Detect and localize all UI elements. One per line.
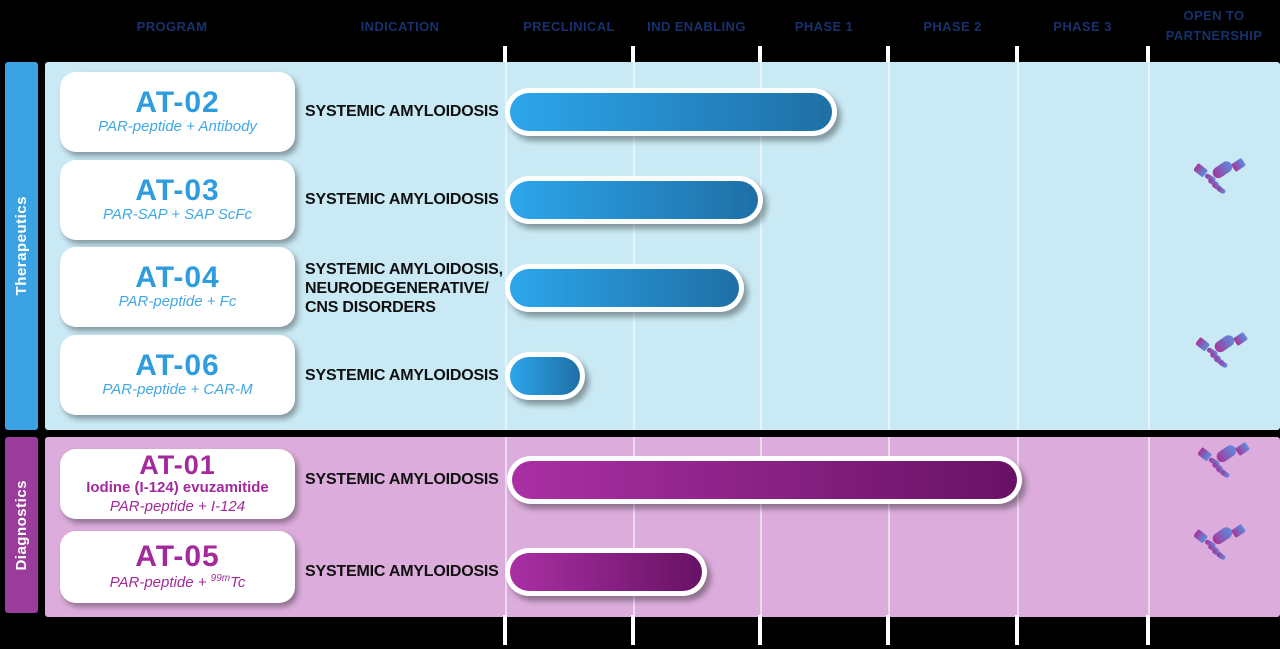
column-header-preclinical: PRECLINICAL (523, 19, 615, 34)
phase-gridline (505, 437, 507, 617)
phase-gridline (1017, 437, 1019, 617)
phase-gridline (760, 437, 762, 617)
program-card-at-02: AT-02 PAR-peptide + Antibody (60, 72, 295, 152)
handshake-icon (1196, 332, 1248, 368)
phase-gridline (505, 62, 507, 430)
phase-gridline (633, 437, 635, 617)
program-name: AT-03 (135, 173, 220, 207)
column-header-program: PROGRAM (136, 19, 208, 34)
indication-label: SYSTEMIC AMYLOIDOSIS (305, 471, 499, 488)
pipeline-bar-fill (510, 269, 739, 307)
handshake-icon (1198, 442, 1250, 478)
program-name: AT-01 (139, 450, 216, 481)
pipeline-bar-at-04 (505, 264, 744, 312)
program-name: AT-04 (135, 260, 220, 294)
therapeutics-section-strip: Therapeutics (5, 62, 38, 430)
program-generic-name: Iodine (I-124) evuzamitide (86, 479, 269, 497)
column-tick (758, 46, 762, 62)
column-tick (503, 615, 507, 645)
program-composition: PAR-peptide + Antibody (98, 118, 257, 136)
column-tick (758, 615, 762, 645)
column-header-phase-2: PHASE 2 (923, 19, 982, 34)
phase-gridline (760, 62, 762, 430)
pipeline-bar-at-03 (505, 176, 763, 224)
column-tick (1146, 615, 1150, 645)
program-card-at-05: AT-05 PAR-peptide + 99mTc (60, 531, 295, 603)
column-header-phase-3: PHASE 3 (1053, 19, 1112, 34)
pipeline-bar-at-02 (505, 88, 837, 136)
indication-label: SYSTEMIC AMYLOIDOSIS, NEURODEGENERATIVE/… (305, 261, 503, 316)
pipeline-bar-fill (512, 461, 1017, 499)
therapeutics-section-label: Therapeutics (13, 196, 30, 296)
indication-label: SYSTEMIC AMYLOIDOSIS (305, 367, 499, 384)
column-header-phase-1: PHASE 1 (794, 19, 854, 34)
column-tick (1015, 46, 1019, 62)
pipeline-bar-at-06 (505, 352, 585, 400)
phase-gridline (1148, 437, 1150, 617)
diagnostics-section-label: Diagnostics (13, 479, 30, 571)
handshake-icon (1194, 524, 1246, 560)
column-tick (503, 46, 507, 62)
program-card-at-06: AT-06 PAR-peptide + CAR-M (60, 335, 295, 415)
program-composition: PAR-peptide + I-124 (109, 498, 246, 516)
program-card-at-04: AT-04 PAR-peptide + Fc (60, 247, 295, 327)
column-tick (631, 46, 635, 62)
column-tick (886, 46, 890, 62)
phase-gridline (1017, 62, 1019, 430)
pipeline-bar-fill (510, 181, 758, 219)
column-header-open-to-partnership: OPEN TO PARTNERSHIP (1165, 8, 1263, 43)
column-header-ind-enabling: IND ENABLING (647, 19, 746, 34)
indication-label: SYSTEMIC AMYLOIDOSIS (305, 563, 499, 580)
column-tick (886, 615, 890, 645)
pipeline-bar-fill (510, 93, 832, 131)
diagnostics-section-strip: Diagnostics (5, 437, 38, 613)
program-composition: PAR-peptide + 99mTc (109, 572, 246, 591)
phase-gridline (888, 437, 890, 617)
pipeline-bar-at-05 (505, 548, 707, 596)
column-header-indication: INDICATION (360, 19, 440, 34)
program-name: AT-05 (135, 540, 220, 574)
program-card-at-01: AT-01 Iodine (I-124) evuzamitide PAR-pep… (60, 449, 295, 519)
pipeline-bar-at-01 (507, 456, 1022, 504)
program-card-at-03: AT-03 PAR-SAP + SAP ScFc (60, 160, 295, 240)
pipeline-bar-fill (510, 357, 580, 395)
indication-label: SYSTEMIC AMYLOIDOSIS (305, 103, 499, 120)
program-composition: PAR-peptide + CAR-M (102, 381, 253, 399)
program-composition: PAR-peptide + Fc (118, 293, 237, 311)
phase-gridline (633, 62, 635, 430)
column-tick (1146, 46, 1150, 62)
column-tick (1015, 615, 1019, 645)
phase-gridline (888, 62, 890, 430)
program-name: AT-06 (135, 348, 220, 382)
pipeline-bar-fill (510, 553, 702, 591)
program-composition: PAR-SAP + SAP ScFc (102, 206, 253, 224)
handshake-icon (1194, 158, 1246, 194)
indication-label: SYSTEMIC AMYLOIDOSIS (305, 191, 499, 208)
column-tick (631, 615, 635, 645)
program-name: AT-02 (135, 85, 220, 119)
phase-gridline (1148, 62, 1150, 430)
